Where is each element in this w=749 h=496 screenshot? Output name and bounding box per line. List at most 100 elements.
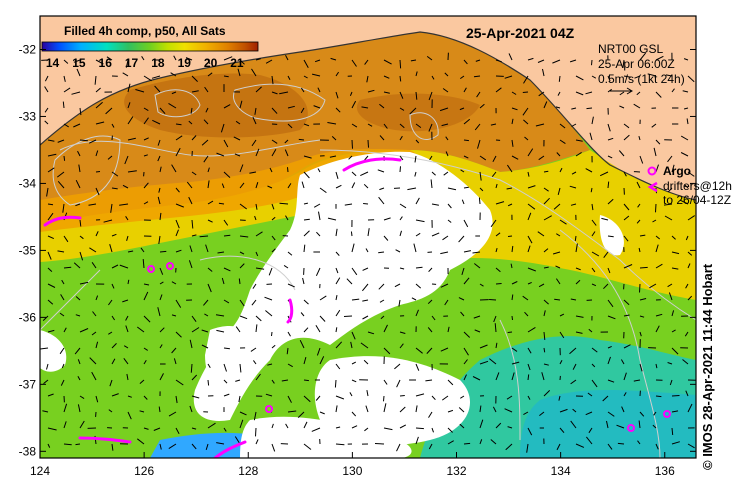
current-vector <box>75 179 81 189</box>
current-vector <box>330 57 337 61</box>
current-vector <box>527 326 536 333</box>
current-vector <box>271 139 278 144</box>
current-vector <box>95 231 99 237</box>
colorbar-tick-label: 18 <box>151 56 165 70</box>
current-vector <box>77 404 81 413</box>
current-vector <box>607 345 612 349</box>
current-vector <box>303 75 308 79</box>
current-vector <box>255 324 258 333</box>
current-vector <box>679 199 689 205</box>
current-vector <box>623 215 630 221</box>
current-info-line2: 25-Apr 06:00Z <box>598 57 675 71</box>
current-vector <box>428 443 433 450</box>
current-vector <box>399 155 404 161</box>
current-vector <box>511 118 514 125</box>
current-vector <box>399 91 404 99</box>
current-vector <box>57 250 65 253</box>
current-vector <box>463 139 469 142</box>
current-vector <box>591 203 594 211</box>
current-vector <box>297 411 305 418</box>
current-vector <box>413 243 417 253</box>
current-vector <box>543 299 549 305</box>
current-vector <box>543 347 546 353</box>
argo-float-marker <box>265 405 273 413</box>
current-vector <box>574 235 577 241</box>
current-vector <box>234 436 241 445</box>
current-vector <box>623 123 630 129</box>
current-vector <box>300 107 305 114</box>
missing-data <box>205 325 260 395</box>
current-vector <box>524 311 529 317</box>
current-vector <box>504 408 513 413</box>
current-vector <box>478 197 481 205</box>
current-vector <box>399 343 404 349</box>
current-vector <box>253 411 257 421</box>
current-vector <box>287 283 295 288</box>
current-vector <box>618 150 625 157</box>
current-vector <box>126 235 129 241</box>
current-vector <box>124 155 129 165</box>
current-vector <box>171 347 177 354</box>
current-vector <box>511 281 518 285</box>
current-vector <box>103 219 113 223</box>
current-vector <box>171 164 177 173</box>
current-vector <box>76 68 81 77</box>
current-vector <box>267 185 273 189</box>
current-vector <box>223 219 229 226</box>
current-vector <box>207 167 210 173</box>
current-vector <box>127 279 130 285</box>
current-vector <box>488 358 497 365</box>
current-vector <box>158 406 161 413</box>
current-vector <box>399 216 403 221</box>
current-vector <box>267 363 273 366</box>
current-vector <box>44 120 49 125</box>
current-vector <box>638 135 641 141</box>
drifter-legend-icon <box>647 181 658 193</box>
current-vector <box>527 148 534 157</box>
current-vector <box>301 181 305 189</box>
current-vector <box>511 372 515 381</box>
current-vector <box>415 363 420 371</box>
current-vector <box>319 315 326 322</box>
current-vector <box>367 89 375 93</box>
current-vector <box>655 263 663 269</box>
lon-label: 124 <box>30 464 50 478</box>
current-vector <box>171 91 177 95</box>
current-vector <box>442 395 449 401</box>
current-vector <box>191 219 194 229</box>
current-vector <box>191 234 197 237</box>
current-vector <box>508 53 513 61</box>
colorbar-tick-label: 16 <box>99 56 113 70</box>
current-vector <box>473 315 481 319</box>
current-vector <box>239 299 245 307</box>
current-vector <box>154 85 161 93</box>
current-vector <box>639 52 646 61</box>
current-vector <box>475 59 481 62</box>
current-vector <box>94 75 97 85</box>
current-vector <box>543 363 549 366</box>
current-vector <box>447 409 454 413</box>
missing-data <box>599 215 624 256</box>
current-vector <box>175 123 182 126</box>
current-vector <box>205 244 209 253</box>
current-vector <box>495 283 502 285</box>
current-vector <box>74 347 81 355</box>
current-vector <box>617 442 625 445</box>
current-vector <box>239 251 245 255</box>
current-vector <box>682 359 689 365</box>
current-vector <box>379 299 385 303</box>
current-vector <box>603 251 609 259</box>
current-vector <box>91 371 97 381</box>
current-vector <box>251 299 257 306</box>
current-vector <box>506 395 513 400</box>
current-vector <box>445 151 449 157</box>
current-vector <box>205 443 209 451</box>
current-vector <box>317 87 321 93</box>
current-vector <box>71 91 81 95</box>
current-vector <box>265 310 273 317</box>
current-vector <box>616 424 625 429</box>
current-vector <box>684 331 689 337</box>
current-vector <box>479 405 482 413</box>
current-vector <box>216 329 225 333</box>
current-vector <box>415 436 419 445</box>
